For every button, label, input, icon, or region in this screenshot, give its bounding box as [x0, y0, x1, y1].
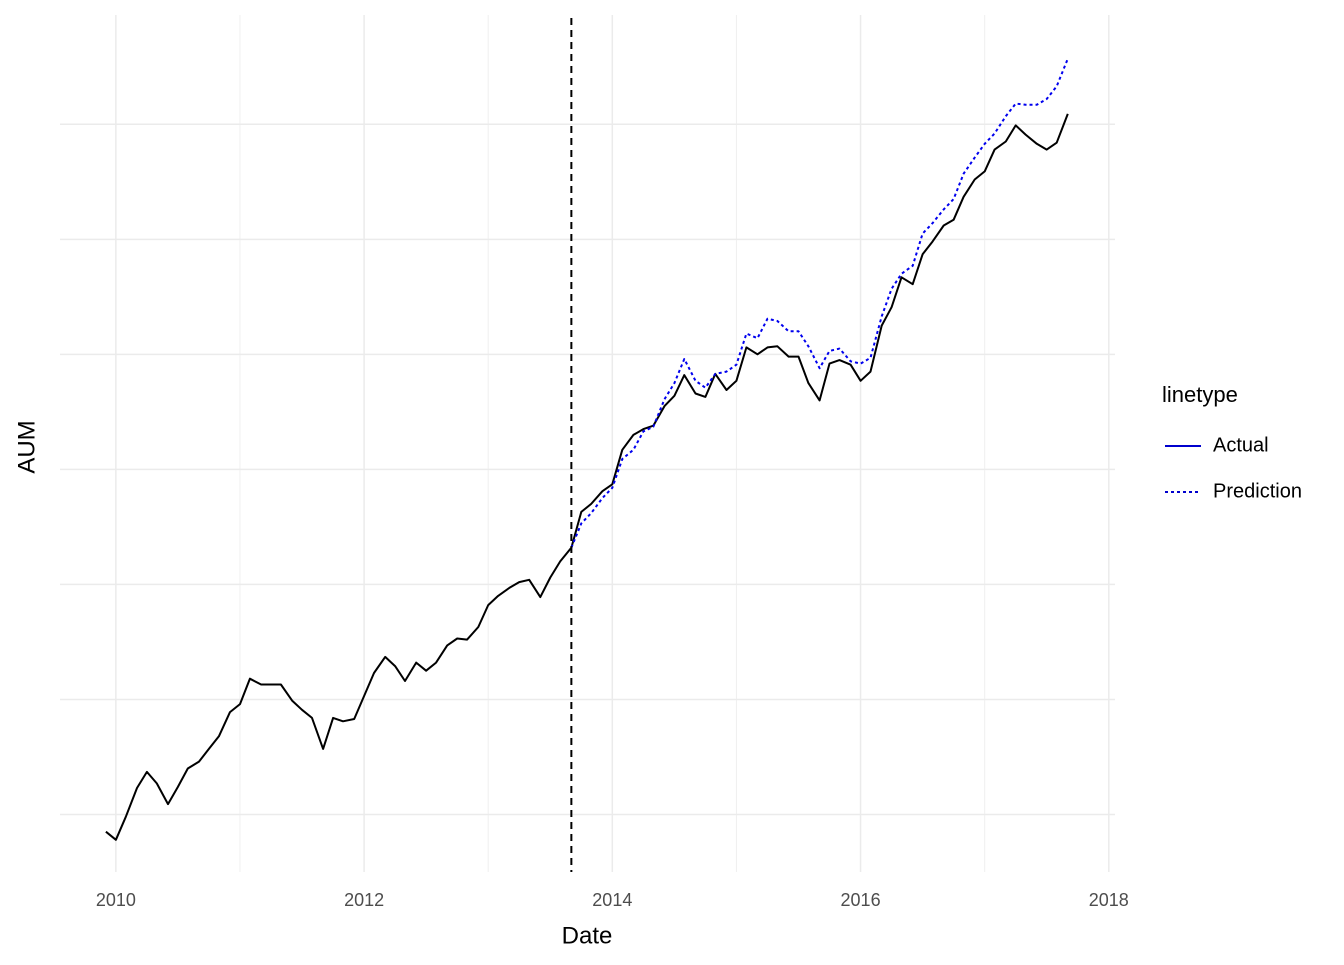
- x-tick-label: 2010: [96, 890, 136, 910]
- legend-title: linetype: [1162, 382, 1238, 407]
- series-line: [570, 58, 1069, 548]
- x-axis-label: Date: [562, 922, 613, 949]
- y-axis-label: AUM: [13, 420, 40, 473]
- x-tick-label: 2014: [592, 890, 632, 910]
- x-tick-label: 2018: [1089, 890, 1129, 910]
- legend-label: Actual: [1213, 434, 1269, 456]
- x-tick-label: 2012: [344, 890, 384, 910]
- legend-label: Prediction: [1213, 480, 1302, 502]
- x-tick-label: 2016: [841, 890, 881, 910]
- series-line: [105, 113, 1069, 841]
